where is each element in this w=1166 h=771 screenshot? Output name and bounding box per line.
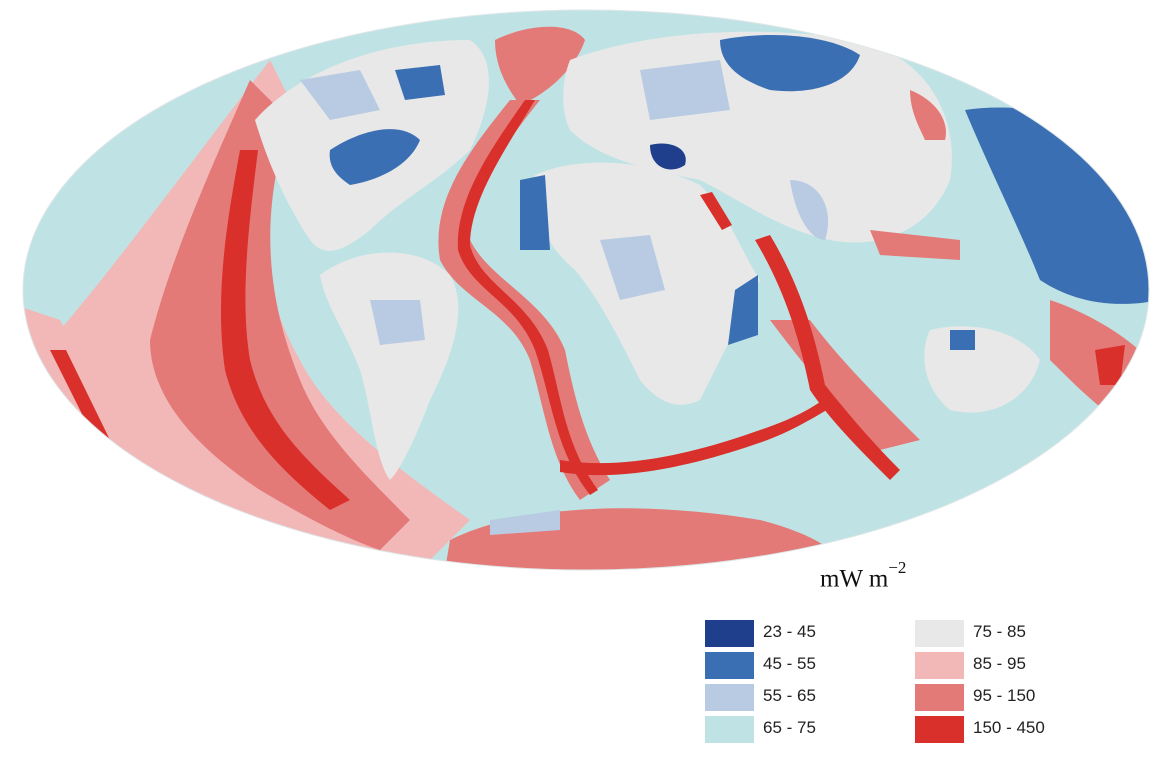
legend-label: 150 - 450 [973, 718, 1045, 737]
legend-label: 75 - 85 [973, 622, 1026, 641]
legend-label: 65 - 75 [763, 718, 816, 737]
west-antarctica [490, 510, 560, 535]
siberia-craton [720, 35, 860, 92]
south-america [320, 252, 459, 480]
west-pacific-ridge [50, 350, 110, 442]
eurasia-interior [640, 60, 730, 120]
pacific-rise-core [220, 150, 350, 510]
africa-interior [600, 235, 665, 300]
caspian-low [650, 143, 686, 170]
legend-label: 23 - 45 [763, 622, 816, 641]
legend-swatch [705, 620, 754, 647]
na-interior [300, 70, 380, 120]
canadian-shield [329, 129, 420, 185]
legend-swatch [705, 716, 754, 743]
sa-shield [370, 300, 425, 345]
australia-west [950, 330, 975, 350]
legend-label: 95 - 150 [973, 686, 1036, 705]
red-sea-rift [700, 192, 732, 230]
unit-label: mW m−2 [820, 558, 906, 593]
legend-swatch [915, 716, 964, 743]
southern-ridge [560, 395, 835, 476]
legend-swatch [705, 652, 754, 679]
madagascar [728, 275, 758, 345]
atlantic-warm-band [438, 100, 610, 500]
greenland [495, 26, 585, 106]
legend-swatch [915, 620, 964, 647]
legend-swatch [705, 684, 754, 711]
unit-exponent: −2 [888, 558, 907, 577]
legend-swatch [915, 652, 964, 679]
legend-label: 45 - 55 [763, 654, 816, 673]
sw-pacific-ridge [1095, 345, 1125, 385]
legend-label: 55 - 65 [763, 686, 816, 705]
map-surface [23, 10, 1149, 570]
india [790, 180, 829, 240]
west-africa-craton [520, 175, 550, 250]
pacific-rise-zone [150, 80, 410, 550]
legend: 23 - 45 45 - 55 55 - 65 65 - 75 75 - 85 … [705, 618, 1085, 748]
indonesia-arc [870, 230, 960, 260]
indian-ridge-warm [755, 235, 900, 480]
japan-arc [910, 90, 946, 140]
na-shield-patch [395, 65, 445, 100]
legend-label: 85 - 95 [973, 654, 1026, 673]
heat-flow-map [22, 9, 1150, 571]
unit-base: mW m [820, 565, 889, 593]
globe-outline [22, 9, 1150, 571]
legend-swatch [915, 684, 964, 711]
